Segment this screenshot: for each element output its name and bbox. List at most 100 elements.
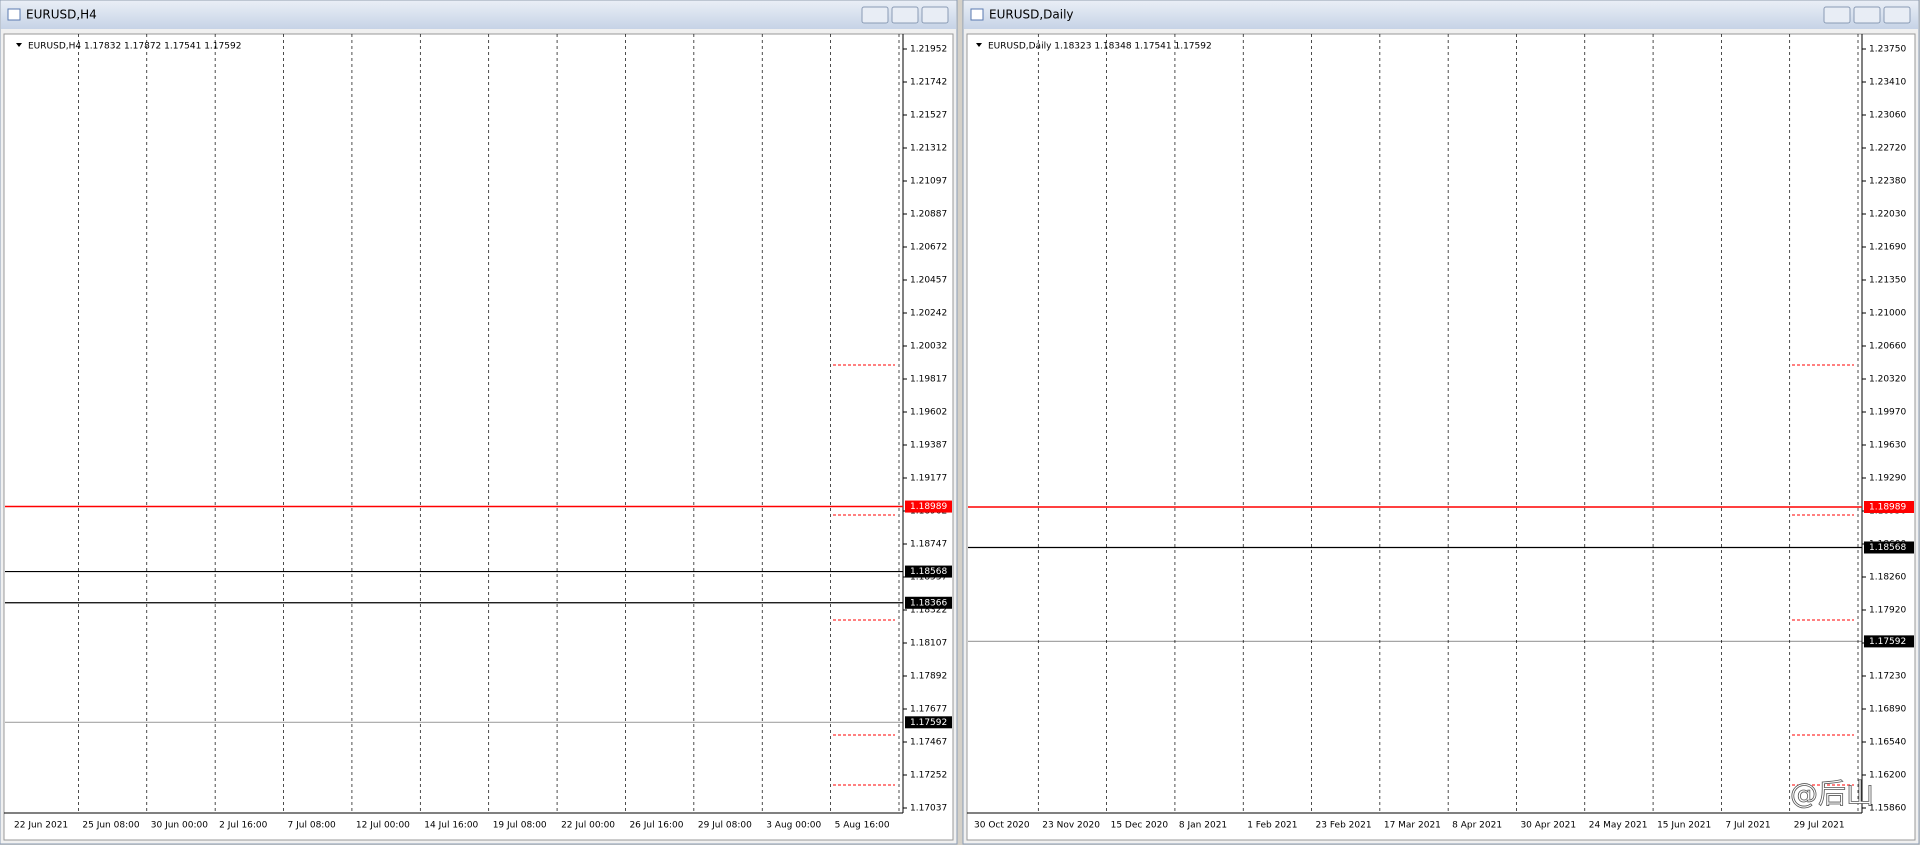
window-icon <box>7 8 21 21</box>
price-tag-label: 1.18366 <box>910 598 947 608</box>
price-label: 1.21742 <box>910 78 947 88</box>
chart-header: EURUSD,H4 1.17832 1.17872 1.17541 1.1759… <box>28 42 241 52</box>
price-label: 1.19817 <box>910 375 947 385</box>
date-label: 26 Jul 16:00 <box>629 821 683 831</box>
window-title: EURUSD,Daily <box>989 8 1074 22</box>
price-label: 1.21097 <box>910 177 947 187</box>
price-tag-label: 1.17592 <box>1869 637 1906 647</box>
date-label: 5 Aug 16:00 <box>835 821 890 831</box>
watermark: @后山 <box>1790 777 1874 810</box>
price-label: 1.19630 <box>1869 441 1906 451</box>
price-label: 1.18107 <box>910 639 947 649</box>
price-label: 1.20672 <box>910 243 947 253</box>
date-label: 2 Jul 16:00 <box>219 821 268 831</box>
price-label: 1.23060 <box>1869 111 1906 121</box>
date-label: 8 Apr 2021 <box>1452 821 1502 831</box>
date-label: 30 Jun 00:00 <box>151 821 208 831</box>
chart-header: EURUSD,Daily 1.18323 1.18348 1.17541 1.1… <box>988 42 1212 52</box>
price-label: 1.18747 <box>910 540 947 550</box>
price-label: 1.19387 <box>910 441 947 451</box>
date-label: 29 Jul 2021 <box>1794 821 1845 831</box>
window-icon <box>970 8 984 21</box>
price-tag <box>905 596 952 609</box>
price-label: 1.16540 <box>1869 738 1906 748</box>
date-label: 22 Jul 00:00 <box>561 821 615 831</box>
price-label: 1.23410 <box>1869 78 1906 88</box>
price-label: 1.17677 <box>910 705 947 715</box>
date-label: 1 Feb 2021 <box>1247 821 1297 831</box>
header-arrow <box>16 43 22 47</box>
date-label: 3 Aug 00:00 <box>766 821 821 831</box>
price-tag <box>1864 500 1914 513</box>
price-label: 1.17230 <box>1869 672 1906 682</box>
date-label: 7 Jul 08:00 <box>288 821 337 831</box>
price-label: 1.15860 <box>1869 804 1906 814</box>
window-button-max[interactable] <box>891 6 919 24</box>
price-label: 1.22720 <box>1869 144 1906 154</box>
date-label: 15 Dec 2020 <box>1111 821 1169 831</box>
price-label: 1.17037 <box>910 804 947 814</box>
price-tag-label: 1.18568 <box>1869 543 1906 553</box>
price-tag <box>905 716 952 729</box>
price-label: 1.19177 <box>910 474 947 484</box>
price-label: 1.22030 <box>1869 210 1906 220</box>
date-label: 14 Jul 16:00 <box>424 821 478 831</box>
price-label: 1.18322 <box>910 606 947 616</box>
date-label: 29 Jul 08:00 <box>698 821 752 831</box>
price-tag-label: 1.18989 <box>1869 502 1906 512</box>
window-button-close[interactable] <box>921 6 949 24</box>
date-label: 7 Jul 2021 <box>1725 821 1770 831</box>
chart-area <box>3 33 954 841</box>
date-label: 8 Jan 2021 <box>1179 821 1227 831</box>
price-label: 1.21690 <box>1869 243 1906 253</box>
window-button-close[interactable] <box>1883 6 1911 24</box>
date-label: 15 Jun 2021 <box>1657 821 1711 831</box>
price-label: 1.21312 <box>910 144 947 154</box>
title-bar <box>1 1 956 29</box>
price-tag <box>1864 635 1914 648</box>
price-tag <box>905 500 952 513</box>
price-label: 1.18260 <box>1869 573 1906 583</box>
price-label: 1.17892 <box>910 672 947 682</box>
date-label: 12 Jul 00:00 <box>356 821 410 831</box>
price-label: 1.23750 <box>1869 45 1906 55</box>
price-label: 1.22380 <box>1869 177 1906 187</box>
price-label: 1.21000 <box>1869 309 1906 319</box>
price-label: 1.16200 <box>1869 771 1906 781</box>
price-label: 1.17467 <box>910 738 947 748</box>
price-tag <box>1864 541 1914 554</box>
window-button-min[interactable] <box>861 6 889 24</box>
date-label: 23 Feb 2021 <box>1316 821 1372 831</box>
price-label: 1.19602 <box>910 408 947 418</box>
price-label: 1.20242 <box>910 309 947 319</box>
price-label: 1.19290 <box>1869 474 1906 484</box>
price-tag-label: 1.18568 <box>910 567 947 577</box>
price-label: 1.21350 <box>1869 276 1906 286</box>
price-tag-label: 1.17592 <box>910 718 947 728</box>
price-label: 1.16890 <box>1869 705 1906 715</box>
window-title: EURUSD,H4 <box>26 8 97 22</box>
title-bar <box>964 1 1918 29</box>
price-label: 1.21952 <box>910 45 947 55</box>
price-label: 1.20660 <box>1869 342 1906 352</box>
window-button-max[interactable] <box>1853 6 1881 24</box>
price-tag-label: 1.18989 <box>910 502 947 512</box>
price-label: 1.19970 <box>1869 408 1906 418</box>
price-label: 1.21527 <box>910 111 947 121</box>
price-label: 1.17920 <box>1869 606 1906 616</box>
date-label: 17 Mar 2021 <box>1384 821 1441 831</box>
date-label: 22 Jun 2021 <box>14 821 68 831</box>
price-label: 1.20457 <box>910 276 947 286</box>
date-label: 23 Nov 2020 <box>1042 821 1100 831</box>
chart-area <box>966 33 1916 841</box>
date-label: 30 Apr 2021 <box>1520 821 1576 831</box>
date-label: 30 Oct 2020 <box>974 821 1030 831</box>
date-label: 19 Jul 08:00 <box>493 821 547 831</box>
date-label: 25 Jun 08:00 <box>82 821 139 831</box>
window-button-min[interactable] <box>1823 6 1851 24</box>
price-tag <box>905 565 952 578</box>
price-label: 1.20320 <box>1869 375 1906 385</box>
price-label: 1.20032 <box>910 342 947 352</box>
